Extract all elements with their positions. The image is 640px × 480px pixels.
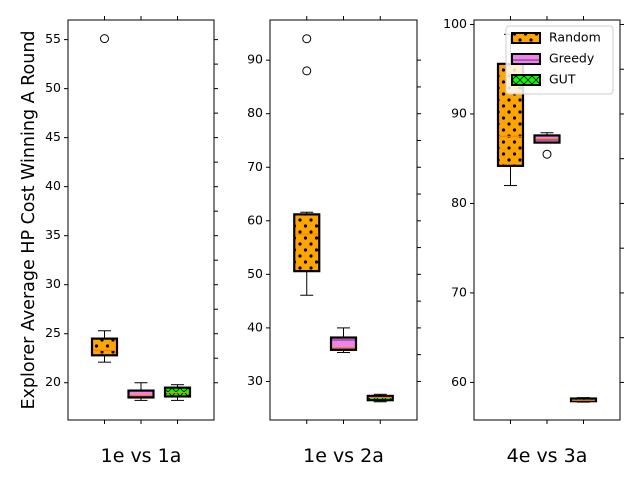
box-hatch [128, 390, 154, 398]
outlier-point [302, 66, 312, 76]
legend: Random Greedy GUT [505, 25, 614, 95]
y-tick-label: 90 [451, 105, 467, 120]
y-tick-label: 70 [247, 159, 263, 174]
x-category-label: 1e vs 2a [303, 445, 384, 467]
y-tick-label: 100 [443, 16, 467, 31]
y-axis-label: Explorer Average HP Cost Winning A Round [19, 30, 39, 409]
outlier-point [100, 34, 109, 44]
y-tick-label: 35 [45, 227, 61, 242]
legend-swatch-hatch [512, 75, 540, 85]
legend-label-gut: GUT [549, 72, 576, 87]
legend-swatch-hatch [512, 54, 540, 64]
box-random [90, 34, 119, 363]
y-tick-label: 25 [45, 325, 61, 340]
box-hatch [331, 337, 356, 350]
box-gut [366, 393, 394, 403]
y-tick-label: 20 [45, 374, 61, 389]
y-tick-label: 50 [45, 80, 61, 95]
legend-label-greedy: Greedy [549, 51, 595, 66]
box-gut [163, 384, 192, 401]
y-tick-label: 30 [247, 373, 263, 388]
y-tick-label: 50 [247, 266, 263, 281]
box-hatch [294, 214, 320, 272]
y-tick-label: 70 [451, 284, 467, 299]
y-tick-label: 80 [451, 195, 467, 210]
y-tick-label: 90 [247, 52, 263, 67]
y-tick-label: 60 [247, 212, 263, 227]
y-tick-label: 55 [45, 31, 61, 46]
y-tick-label: 30 [45, 276, 61, 291]
y-tick-label: 60 [451, 374, 467, 389]
outlier-point [302, 34, 312, 44]
legend-swatch-hatch [512, 33, 540, 43]
y-tick-label: 40 [45, 178, 61, 193]
box-greedy [127, 382, 155, 401]
panel-2: 30 40 50 60 70 80 90 1e vs 2a [247, 16, 421, 467]
outlier-point [542, 149, 552, 159]
box-random [293, 34, 321, 296]
box-hatch [92, 338, 117, 356]
axes-frame [269, 19, 418, 421]
box-greedy [329, 327, 358, 354]
y-tick-label: 40 [247, 319, 263, 334]
y-tick-label: 45 [45, 129, 61, 144]
box-gut [569, 397, 598, 403]
box-greedy [533, 132, 561, 159]
legend-label-random: Random [549, 30, 601, 45]
panel-1: 20 25 30 35 40 45 50 55 1e vs 1a [45, 16, 218, 467]
y-tick-label: 80 [247, 105, 263, 120]
x-category-label: 1e vs 1a [101, 445, 182, 467]
axes-frame [67, 19, 215, 421]
x-category-label: 4e vs 3a [507, 445, 588, 467]
